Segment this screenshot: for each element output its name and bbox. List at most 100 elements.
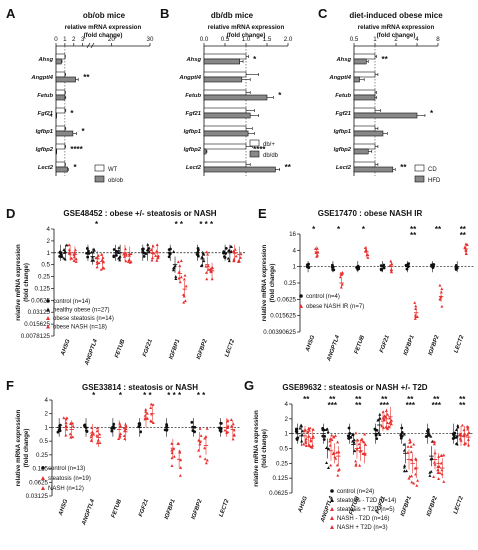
data-point (233, 247, 237, 251)
data-point (354, 462, 358, 466)
data-point (170, 464, 174, 467)
significance-mark: * (337, 225, 341, 234)
data-point (124, 259, 128, 263)
chart-title: GSE48452 : obese +/- steatosis or NASH (63, 209, 216, 218)
data-point (174, 277, 178, 280)
panel-letter-a: A (6, 6, 16, 21)
data-point (389, 422, 393, 426)
data-point (56, 430, 60, 434)
chart-title: diet-induced obese mice (349, 11, 443, 20)
bar-obob (55, 166, 68, 173)
data-point (204, 461, 208, 465)
data-point (73, 251, 77, 254)
y-axis-label: relative mRNA expression (261, 245, 268, 322)
x-axis-label: relative mRNA expression (208, 24, 285, 31)
bar-cd (353, 107, 376, 114)
data-point (332, 435, 336, 439)
category-label: Ahsg (38, 57, 54, 63)
category-label: ANGPTL4 (84, 338, 99, 367)
data-point (68, 432, 72, 436)
bar-hfd (353, 130, 384, 137)
data-point (178, 473, 182, 477)
data-point (229, 418, 233, 421)
data-point (151, 244, 155, 248)
data-point (414, 307, 418, 310)
data-point (465, 243, 469, 247)
data-point (203, 457, 207, 461)
data-point (155, 249, 159, 253)
x-axis-label-unit: (fold change) (227, 32, 266, 39)
data-point (463, 245, 467, 249)
data-point (349, 435, 353, 439)
significance-mark: ** (460, 231, 467, 240)
y-tick-label: 0.0625 (29, 479, 48, 486)
data-point (375, 428, 379, 432)
significance-mark: * (253, 55, 257, 64)
data-point (330, 433, 334, 437)
data-point (171, 266, 175, 270)
legend-label: control (n=13) (48, 466, 85, 472)
data-point (65, 243, 69, 247)
significance-mark: ** (407, 395, 414, 404)
data-point (183, 273, 187, 277)
data-point (326, 430, 330, 434)
panel-letter-f: F (6, 378, 14, 393)
data-point (206, 264, 210, 268)
y-tick-label: 0.5 (39, 438, 48, 445)
data-point (232, 433, 236, 436)
data-point (415, 483, 419, 487)
data-point (110, 429, 114, 433)
data-point (382, 266, 386, 270)
significance-mark: *** (432, 401, 442, 410)
data-point (95, 262, 99, 265)
bar-obob (55, 58, 62, 65)
category-label: Igfbp1 (184, 129, 201, 135)
data-point (127, 253, 131, 257)
data-point (465, 424, 469, 428)
category-label: FGF21 (375, 496, 387, 515)
data-point (308, 426, 312, 430)
data-point (426, 430, 430, 434)
data-point (224, 246, 228, 250)
legend-marker (299, 294, 303, 298)
data-point (376, 418, 380, 422)
significance-mark: ** (459, 401, 466, 410)
data-point (454, 268, 458, 271)
data-point (196, 246, 200, 250)
legend-label: obese NASH IR (n=7) (306, 304, 364, 310)
y-tick-label: 0.5 (41, 262, 50, 269)
data-point (144, 408, 148, 411)
data-point (145, 248, 149, 252)
data-point (95, 429, 99, 433)
data-point (96, 438, 100, 442)
data-point (206, 252, 210, 256)
data-point (73, 248, 77, 252)
significance-mark: ** (400, 163, 407, 172)
data-point (408, 440, 412, 444)
data-point (122, 426, 126, 430)
data-point (71, 435, 75, 439)
data-point (402, 442, 406, 446)
significance-mark: ** (381, 395, 388, 404)
y-axis-label-unit: (fold change) (269, 264, 276, 303)
data-point (199, 264, 203, 268)
category-label: FGF21 (379, 335, 391, 354)
legend-label: steatosis - T2D (n=14) (337, 498, 396, 504)
y-axis-label: relative mRNA expression (15, 410, 22, 487)
x-tick-label: 8 (436, 36, 440, 43)
data-point (204, 264, 208, 268)
significance-mark: ** (329, 395, 336, 404)
data-point (410, 480, 414, 484)
data-point (92, 432, 96, 436)
data-point (413, 317, 417, 320)
data-point (223, 255, 226, 259)
significance-mark: * * * (199, 220, 214, 229)
significance-mark: ** (459, 395, 466, 404)
category-label: Angptl4 (328, 75, 351, 81)
y-tick-label: 0.25 (284, 280, 297, 287)
data-point (339, 273, 343, 276)
data-point (58, 423, 62, 427)
category-label: Fetub (185, 93, 201, 99)
data-point (95, 265, 99, 269)
